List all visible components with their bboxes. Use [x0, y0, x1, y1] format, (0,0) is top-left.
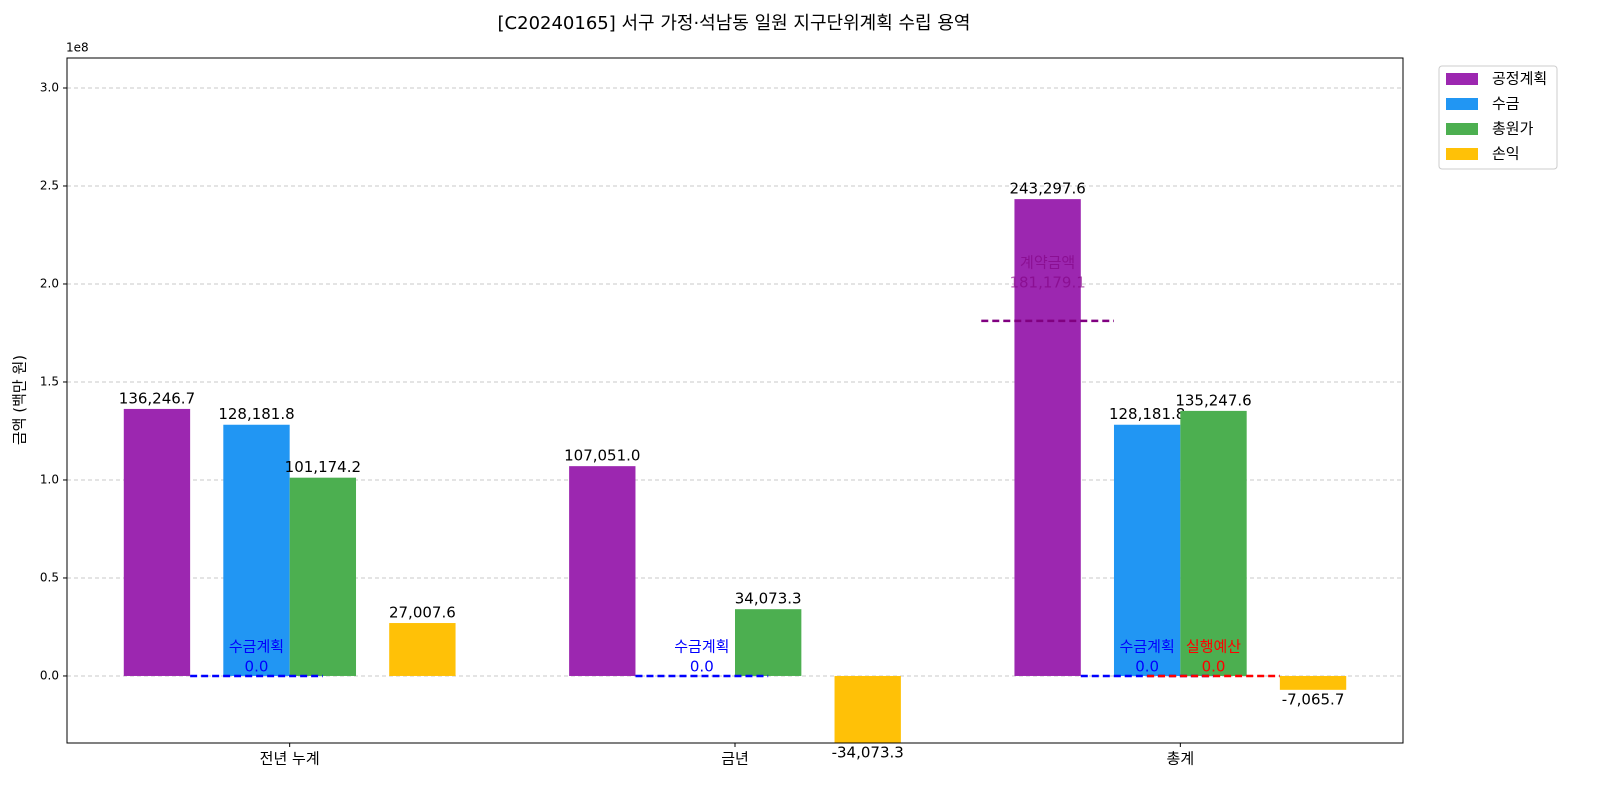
data-label: 136,246.7	[119, 389, 195, 407]
bar	[1014, 199, 1081, 676]
bar	[123, 408, 191, 676]
reference-value: 0.0	[245, 657, 269, 675]
data-label: 128,181.8	[218, 405, 294, 423]
data-label: 34,073.3	[735, 590, 802, 608]
y-tick-label: 2.5	[40, 178, 59, 192]
y-tick-label: 0.0	[40, 668, 59, 682]
data-label: -34,073.3	[832, 743, 904, 761]
y-tick-label: 0.5	[40, 570, 59, 584]
legend-swatch	[1446, 123, 1478, 135]
reference-name: 수금계획	[229, 637, 284, 655]
reference-name: 수금계획	[674, 637, 729, 655]
reference-value: 0.0	[1135, 657, 1159, 675]
bar	[223, 424, 290, 676]
reference-name: 실행예산	[1186, 637, 1241, 655]
bar	[834, 675, 901, 743]
chart-title: [C20240165] 서구 가정·석남동 일원 지구단위계획 수립 용역	[498, 13, 971, 34]
data-label: 107,051.0	[564, 447, 640, 465]
reference-value: 0.0	[690, 657, 714, 675]
y-tick-label: 1.0	[40, 472, 59, 486]
legend-swatch	[1446, 148, 1478, 160]
bar	[569, 466, 636, 676]
data-label: 135,247.6	[1175, 391, 1251, 409]
legend-box	[1438, 65, 1558, 170]
bar	[389, 623, 456, 676]
legend-label: 손익	[1492, 145, 1520, 163]
y-axis-label: 금액 (백만 원)	[11, 355, 29, 445]
legend-label: 공정계획	[1492, 70, 1547, 88]
bar	[1279, 675, 1347, 690]
legend-label: 총원가	[1492, 120, 1534, 138]
x-tick-label: 전년 누계	[260, 750, 320, 768]
x-tick-label: 총계	[1167, 750, 1195, 768]
bar	[735, 609, 802, 676]
legend-swatch	[1446, 73, 1478, 85]
data-label: 243,297.6	[1009, 180, 1085, 198]
data-label: 128,181.8	[1109, 405, 1185, 423]
y-offset-label: 1e8	[66, 41, 89, 55]
legend-label: 수금	[1492, 95, 1520, 113]
reference-value: 181,179.1	[1009, 273, 1085, 291]
reference-value: 0.0	[1202, 657, 1226, 675]
data-label: -7,065.7	[1282, 690, 1345, 708]
y-tick-label: 1.5	[40, 374, 59, 388]
data-label: 101,174.2	[285, 458, 361, 476]
y-tick-label: 3.0	[40, 80, 59, 94]
reference-name: 계약금액	[1020, 253, 1075, 271]
reference-name: 수금계획	[1120, 637, 1175, 655]
y-tick-label: 2.0	[40, 276, 59, 290]
bar	[289, 477, 357, 676]
legend-swatch	[1446, 98, 1478, 110]
x-tick-label: 금년	[721, 750, 749, 768]
data-label: 27,007.6	[389, 604, 456, 622]
bar	[1180, 410, 1247, 676]
bar	[1113, 424, 1181, 676]
